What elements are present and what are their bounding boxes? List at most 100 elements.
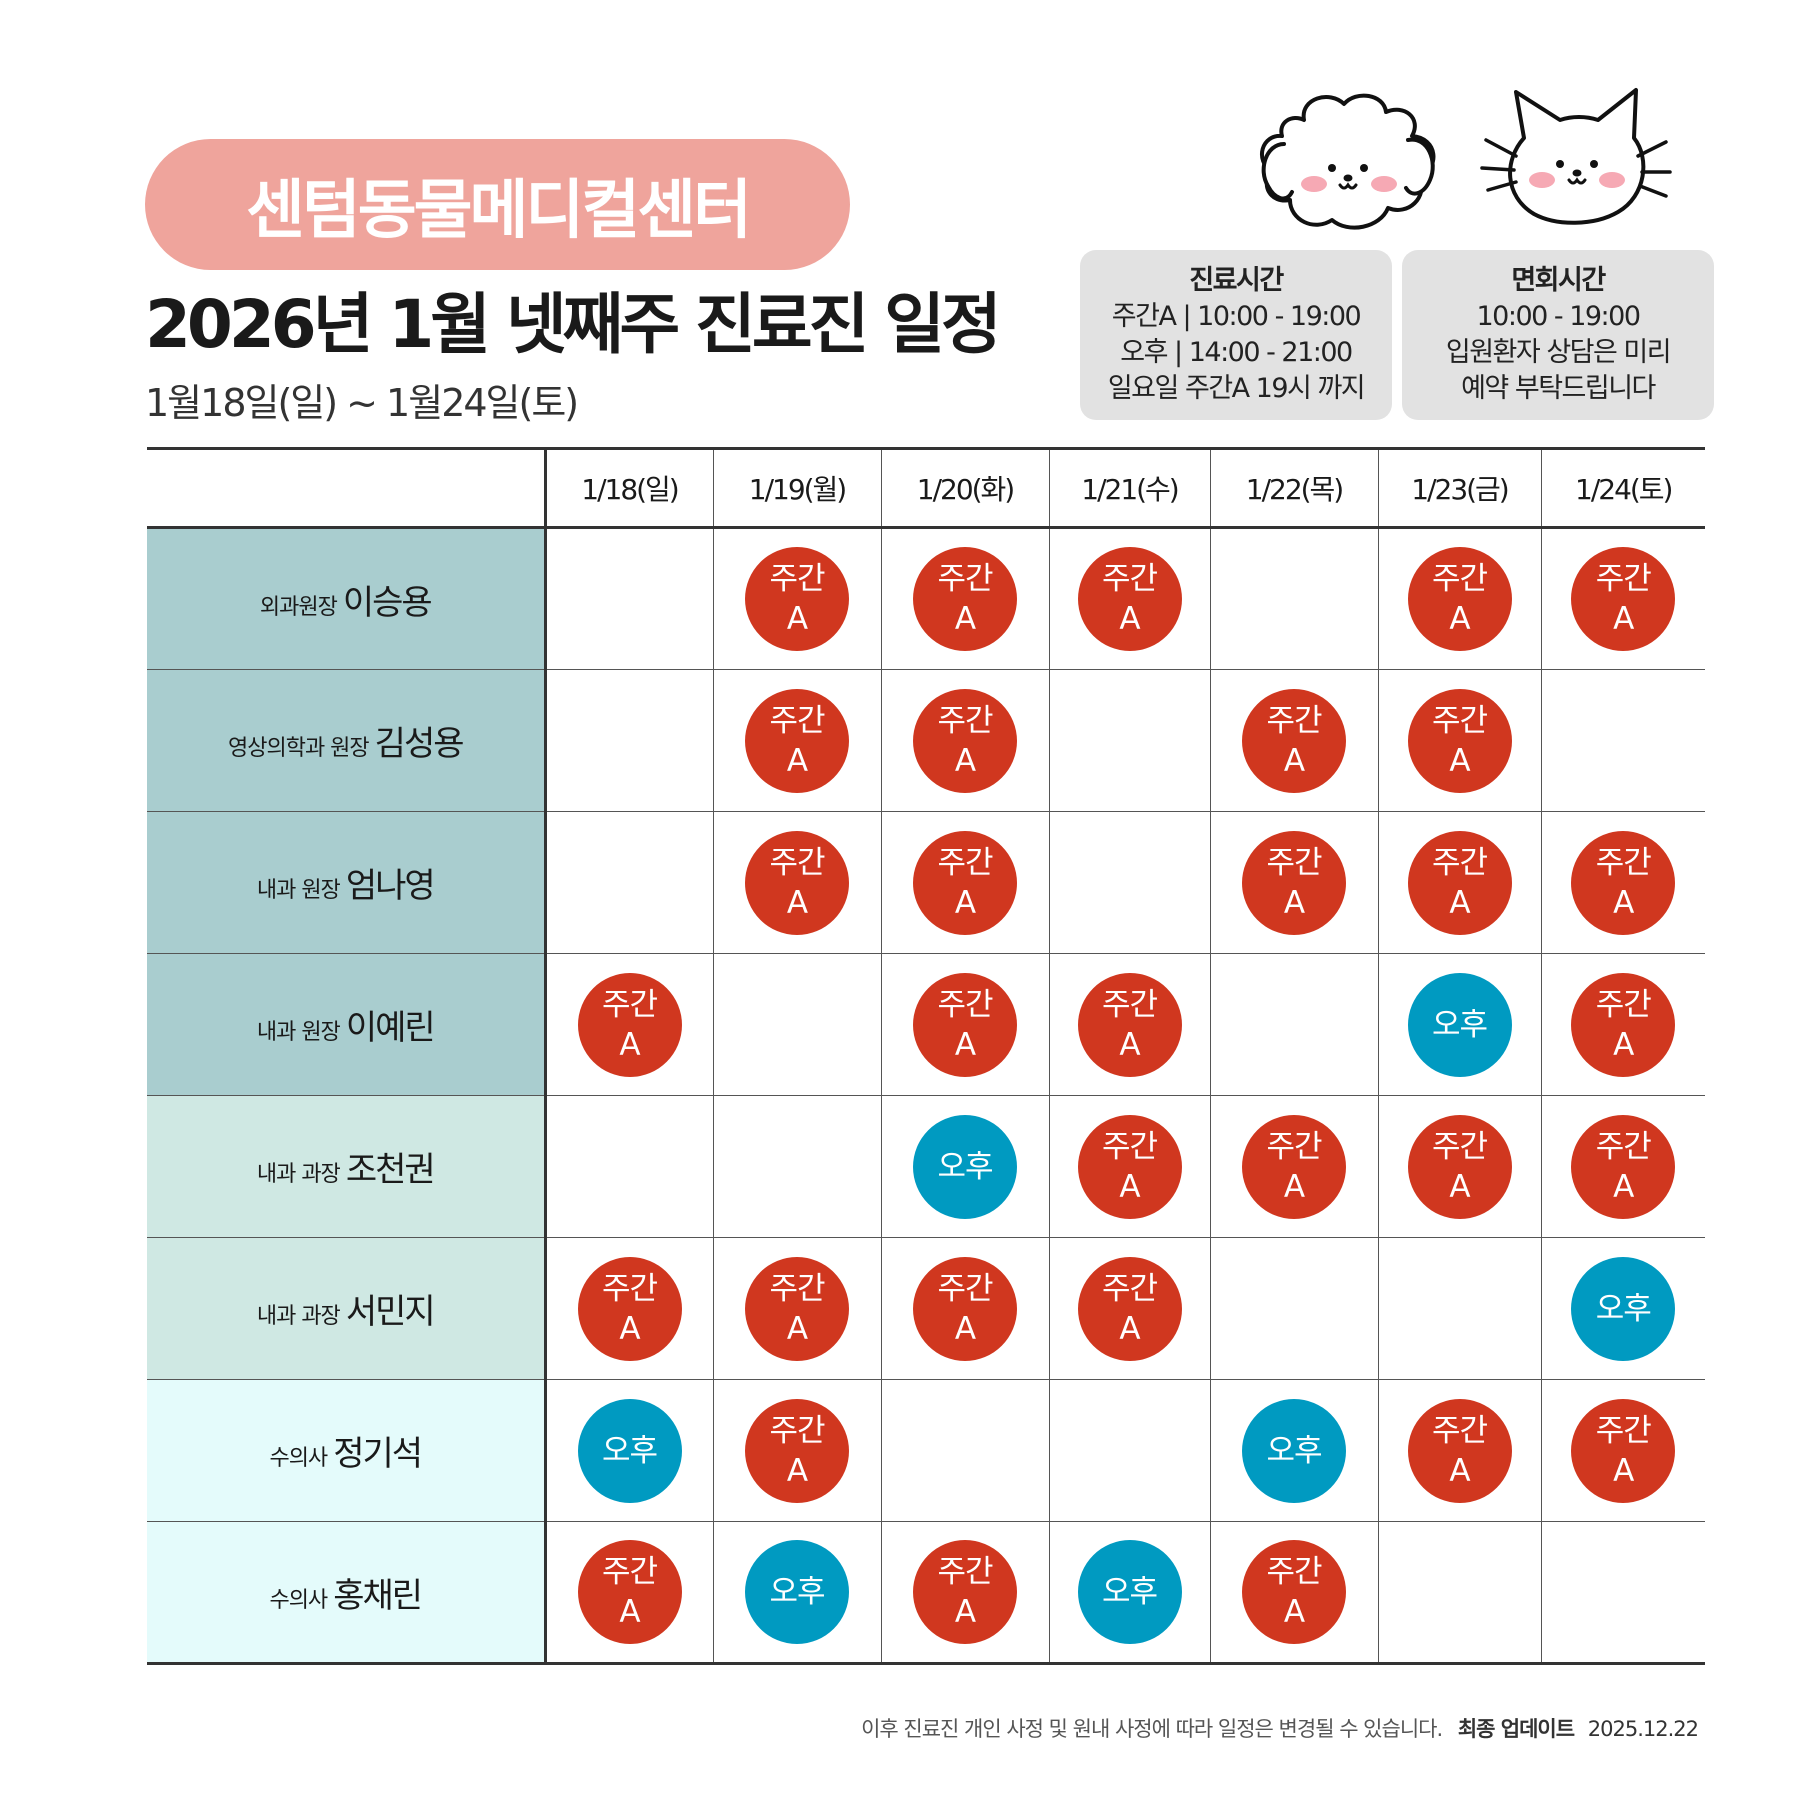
- day-shift-a-badge: 주간 A: [913, 972, 1017, 1077]
- schedule-cell: 오후: [544, 1379, 714, 1522]
- schedule-table-wrapper: 1/18(일) 1/19(월) 1/20(화) 1/21(수) 1/22(목) …: [147, 447, 1705, 1665]
- dog-illustration: [1260, 93, 1436, 230]
- afternoon-shift-badge: 오후: [577, 1398, 682, 1503]
- schedule-cell: 주간 A: [712, 527, 882, 670]
- clinic-hours-box: 진료시간 주간A | 10:00 - 19:00 오후 | 14:00 - 21…: [1080, 250, 1392, 420]
- day-shift-a-badge: 주간 A: [913, 547, 1017, 651]
- doctor-row: 영상의학과 원장 김성용 주간 A 주간 A 주간 A 주간 A: [147, 669, 1705, 812]
- day-shift-a-badge: 주간 A: [577, 1540, 682, 1644]
- date-range: 1월18일(일) ~ 1월24일(토): [145, 381, 579, 425]
- day-shift-a-badge: 주간 A: [1407, 1114, 1512, 1219]
- visiting-hours-line: 예약 부탁드립니다: [1461, 373, 1656, 404]
- schedule-cell: 주간 A: [1048, 1095, 1211, 1238]
- doctor-row: 외과원장 이승용 주간 A 주간 A 주간 A 주간 A 주간 A: [147, 527, 1705, 670]
- visiting-hours-heading: 면회시간: [1511, 265, 1606, 296]
- day-shift-a-badge: 주간 A: [1571, 547, 1676, 651]
- doctor-role: 영상의학과 원장: [227, 736, 370, 761]
- doctor-name: 이승용: [342, 582, 433, 623]
- schedule-cell: 오후: [1540, 1237, 1705, 1380]
- doctor-cell: 수의사 정기석: [147, 1379, 547, 1522]
- schedule-cell: 주간 A: [1377, 527, 1542, 670]
- day-shift-a-badge: 주간 A: [1077, 1114, 1182, 1219]
- hospital-name-badge: 센텀동물메디컬센터: [145, 139, 850, 270]
- schedule-cell: 주간 A: [1540, 527, 1705, 670]
- schedule-cell: [1048, 1379, 1211, 1522]
- day-shift-a-badge: 주간 A: [745, 1256, 849, 1361]
- schedule-cell: 주간 A: [544, 953, 714, 1096]
- doctor-role: 외과원장: [259, 594, 338, 620]
- schedule-header-row: 1/18(일) 1/19(월) 1/20(화) 1/21(수) 1/22(목) …: [147, 447, 1705, 529]
- doctor-row: 내과 원장 이예린 주간 A 주간 A 주간 A 오후 주간 A: [147, 953, 1705, 1096]
- schedule-cell: 주간 A: [712, 1379, 882, 1522]
- doctor-cell: 내과 원장 이예린: [147, 953, 547, 1096]
- visiting-hours-line: 10:00 - 19:00: [1476, 301, 1641, 332]
- clinic-hours-line: 주간A | 10:00 - 19:00: [1111, 301, 1362, 332]
- schedule-cell: [1048, 669, 1211, 812]
- clinic-hours-line: 오후 | 14:00 - 21:00: [1120, 337, 1353, 368]
- day-shift-a-badge: 주간 A: [1571, 1398, 1676, 1503]
- schedule-cell: [1209, 527, 1379, 670]
- doctor-role: 내과 원장: [256, 878, 341, 903]
- day-shift-a-badge: 주간 A: [1407, 688, 1512, 793]
- doctor-role: 수의사: [269, 1446, 328, 1471]
- afternoon-shift-badge: 오후: [1571, 1256, 1676, 1361]
- schedule-table: 1/18(일) 1/19(월) 1/20(화) 1/21(수) 1/22(목) …: [147, 447, 1705, 1665]
- day-shift-a-badge: 주간 A: [1571, 830, 1676, 935]
- schedule-cell: [1209, 1237, 1379, 1380]
- update-label: 최종 업데이트: [1457, 1717, 1575, 1741]
- schedule-cell: [1048, 811, 1211, 954]
- footer: 이후 진료진 개인 사정 및 원내 사정에 따라 일정은 변경될 수 있습니다.…: [861, 1713, 1699, 1743]
- schedule-cell: 주간 A: [1377, 811, 1542, 954]
- schedule-cell: [544, 811, 714, 954]
- day-shift-a-badge: 주간 A: [745, 1398, 849, 1503]
- day-header: 1/22(목): [1209, 447, 1379, 529]
- schedule-cell: 주간 A: [1048, 527, 1211, 670]
- clinic-hours-line: 일요일 주간A 19시 까지: [1107, 373, 1366, 404]
- schedule-cell: [712, 1095, 882, 1238]
- day-header: 1/21(수): [1048, 447, 1211, 529]
- day-shift-a-badge: 주간 A: [913, 1256, 1017, 1361]
- doctor-cell: 영상의학과 원장 김성용: [147, 669, 547, 812]
- schedule-cell: [1540, 669, 1705, 812]
- day-shift-a-badge: 주간 A: [1407, 547, 1512, 651]
- schedule-cell: 주간 A: [880, 527, 1050, 670]
- visiting-hours-box: 면회시간 10:00 - 19:00 입원환자 상담은 미리 예약 부탁드립니다: [1402, 250, 1714, 420]
- footer-notice: 이후 진료진 개인 사정 및 원내 사정에 따라 일정은 변경될 수 있습니다.: [861, 1717, 1443, 1741]
- schedule-cell: 주간 A: [1209, 669, 1379, 812]
- schedule-cell: 주간 A: [1048, 953, 1211, 1096]
- day-shift-a-badge: 주간 A: [1077, 1256, 1182, 1361]
- doctor-name: 김성용: [374, 724, 465, 764]
- afternoon-shift-badge: 오후: [745, 1540, 849, 1644]
- schedule-body: 외과원장 이승용 주간 A 주간 A 주간 A 주간 A 주간 A 영상의학과 원장 김성용 주간…: [147, 527, 1705, 1665]
- schedule-cell: [712, 953, 882, 1096]
- hospital-name: 센텀동물메디컬센터: [246, 173, 752, 248]
- day-header: 1/20(화): [880, 447, 1050, 529]
- day-shift-a-badge: 주간 A: [1571, 1114, 1676, 1219]
- schedule-cell: 주간 A: [712, 669, 882, 812]
- schedule-cell: 주간 A: [1540, 1095, 1705, 1238]
- day-shift-a-badge: 주간 A: [1407, 830, 1512, 935]
- schedule-cell: 주간 A: [880, 1521, 1050, 1665]
- day-shift-a-badge: 주간 A: [745, 830, 849, 935]
- schedule-cell: 오후: [1209, 1379, 1379, 1522]
- day-shift-a-badge: 주간 A: [745, 547, 849, 651]
- doctor-cell: 내과 원장 엄나영: [147, 811, 547, 954]
- doctor-role: 내과 과장: [256, 1304, 341, 1329]
- schedule-cell: [544, 527, 714, 670]
- doctor-cell: 외과원장 이승용: [147, 527, 547, 670]
- day-shift-a-badge: 주간 A: [1242, 830, 1346, 935]
- cat-illustration: [1480, 88, 1672, 225]
- schedule-cell: 주간 A: [1377, 1095, 1542, 1238]
- doctor-name: 엄나영: [345, 866, 436, 906]
- doctor-name: 이예린: [345, 1008, 436, 1048]
- schedule-cell: 주간 A: [1540, 811, 1705, 954]
- schedule-cell: 주간 A: [712, 811, 882, 954]
- day-shift-a-badge: 주간 A: [1242, 688, 1346, 793]
- schedule-cell: 주간 A: [880, 1237, 1050, 1380]
- schedule-cell: [544, 669, 714, 812]
- afternoon-shift-badge: 오후: [1077, 1540, 1182, 1644]
- schedule-cell: 주간 A: [1209, 1095, 1379, 1238]
- update-date: 2025.12.22: [1587, 1717, 1699, 1741]
- day-shift-a-badge: 주간 A: [1407, 1398, 1512, 1503]
- doctor-name: 조천권: [345, 1150, 436, 1190]
